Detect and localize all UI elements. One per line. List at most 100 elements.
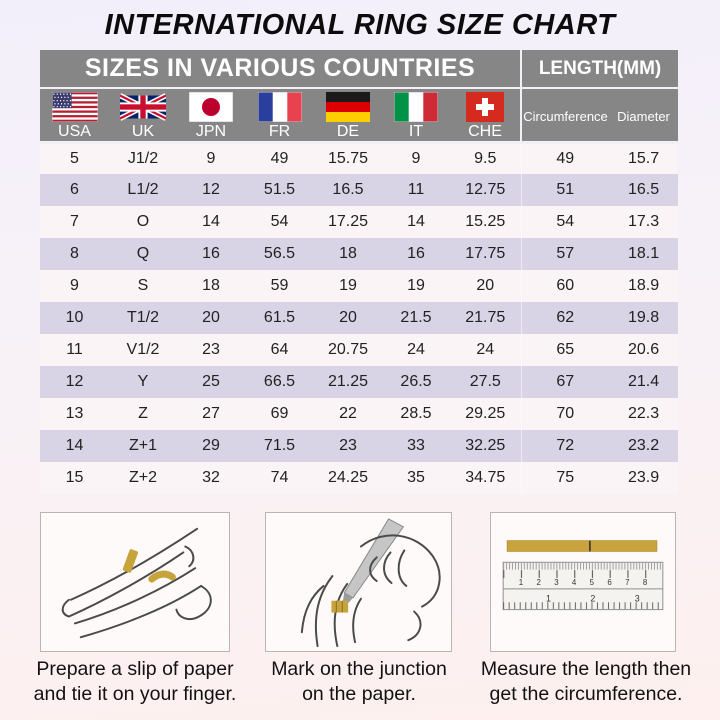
size-cell: 12.75 [450,174,522,207]
size-table-body: 5 J1/2 9 49 15.75 9 9.5 49 15.7 6 L1/2 12 51.5 16.5 11… [40,142,679,495]
size-cell: 6 [40,174,109,207]
size-cell: 22.3 [609,398,679,431]
step1-figure [40,512,230,652]
size-cell: 17.75 [450,238,522,271]
column-header-de: DE [314,88,382,144]
size-cell: 35 [382,462,450,495]
ruler-number: 3 [554,578,559,587]
country-label-uk: UK [131,123,155,140]
flag-header-row: USA UK JP [40,88,679,144]
size-cell: 16.5 [609,174,679,207]
size-cell: 18.9 [609,270,679,303]
size-cell: 11 [382,174,450,207]
size-cell: 9 [40,270,109,303]
table-header-countries: SIZES IN VARIOUS COUNTRIES [40,50,522,89]
size-cell: 11 [40,334,109,367]
size-cell: 61.5 [245,302,314,335]
ruler-number: 6 [607,578,612,587]
size-cell: 7 [40,206,109,239]
marker-pen [343,518,405,599]
paper-strip-hatch [335,600,343,613]
size-cell: 29 [177,430,245,463]
size-cell: 67 [520,366,610,399]
switzerland-flag-icon [466,92,504,122]
size-cell: 9 [177,142,245,175]
step1-caption-line1: Prepare a slip of paper [36,658,234,680]
size-cell: 57 [520,238,610,271]
size-cell: 20 [177,302,245,335]
size-cell: 15.25 [450,206,522,239]
size-cell: 32 [177,462,245,495]
size-cell: 70 [520,398,610,431]
ruler-number: 2 [590,594,595,604]
size-cell: 23 [314,430,382,463]
size-cell: 15 [40,462,109,495]
size-row: 15 Z+2 32 74 24.25 35 34.75 75 23.9 [40,462,679,495]
ruler-measuring-strip-illustration: 1 2 3 4 5 6 7 8 1 2 3 [502,540,664,611]
size-cell: 27 [177,398,245,431]
size-row: 9 S 18 59 19 19 20 60 18.9 [40,270,679,303]
size-row: 6 L1/2 12 51.5 16.5 11 12.75 51 16.5 [40,174,679,207]
size-row: 10 T1/2 20 61.5 20 21.5 21.75 62 19.8 [40,302,679,335]
step2-figure [265,512,452,652]
size-cell: 10 [40,302,109,335]
size-cell: 14 [177,206,245,239]
size-cell: 51.5 [245,174,314,207]
size-cell: Q [109,238,177,271]
size-cell: 18 [314,238,382,271]
size-cell: 20 [450,270,522,303]
size-cell: L1/2 [109,174,177,207]
italy-flag-icon [394,92,438,122]
size-cell: 15.7 [609,142,679,175]
size-cell: 54 [245,206,314,239]
size-cell: 12 [40,366,109,399]
size-cell: T1/2 [109,302,177,335]
size-cell: 16 [177,238,245,271]
column-header-it: IT [382,88,450,144]
step1-caption: Prepare a slip of paper and tie it on yo… [18,657,252,708]
size-cell: Z+1 [109,430,177,463]
size-row: 8 Q 16 56.5 18 16 17.75 57 18.1 [40,238,679,271]
column-header-uk: UK [109,88,177,144]
step2-caption-line2: on the paper. [302,683,416,706]
ruler-number: 1 [519,578,523,587]
france-flag-icon [257,92,302,122]
size-cell: 21.5 [382,302,450,335]
size-cell: 23 [177,334,245,367]
size-cell: 5 [40,142,109,175]
size-cell: 75 [520,462,610,495]
size-cell: 13 [40,398,109,431]
size-cell: 24 [382,334,450,367]
size-cell: 74 [245,462,314,495]
size-cell: 20 [314,302,382,335]
size-cell: 19 [314,270,382,303]
size-cell: 12 [177,174,245,207]
size-cell: 26.5 [382,366,450,399]
size-cell: 56.5 [245,238,314,271]
size-cell: 24 [450,334,522,367]
size-cell: 22 [314,398,382,431]
size-cell: 9 [382,142,450,175]
paper-strip [506,540,658,552]
size-cell: 9.5 [450,142,522,175]
size-cell: 15.75 [314,142,382,175]
size-cell: O [109,206,177,239]
table-header-length: LENGTH(MM) [520,50,679,89]
size-cell: 28.5 [382,398,450,431]
step3-caption-line1: Measure the length then [480,658,692,680]
size-cell: J1/2 [109,142,177,175]
step2-caption-line1: Mark on the junction [271,658,447,680]
column-header-che: CHE [450,88,522,144]
size-table: SIZES IN VARIOUS COUNTRIES LENGTH(MM) [40,50,679,495]
country-label-che: CHE [468,123,502,140]
size-cell: 21.4 [609,366,679,399]
size-cell: 27.5 [450,366,522,399]
size-cell: 65 [520,334,610,367]
size-cell: 18.1 [609,238,679,271]
size-row: 7 O 14 54 17.25 14 15.25 54 17.3 [40,206,679,239]
column-header-jpn: JPN [177,88,245,144]
size-cell: 20.75 [314,334,382,367]
country-label-it: IT [408,123,424,140]
ruler-number: 4 [572,578,577,587]
size-cell: 18 [177,270,245,303]
